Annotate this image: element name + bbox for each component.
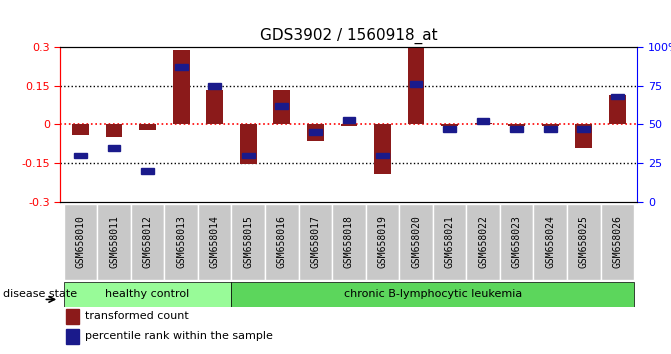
Bar [275, 103, 288, 109]
Text: disease state: disease state [3, 290, 77, 299]
Bar [332, 204, 366, 280]
Bar [307, 124, 323, 141]
Bar [611, 94, 623, 99]
Bar [141, 168, 154, 174]
Text: GSM658011: GSM658011 [109, 216, 119, 268]
Bar [174, 64, 187, 70]
Text: percentile rank within the sample: percentile rank within the sample [85, 331, 272, 341]
Bar [198, 204, 231, 280]
Bar [206, 90, 223, 124]
Bar [72, 124, 89, 135]
Bar [466, 204, 500, 280]
Bar [500, 204, 533, 280]
Bar [374, 124, 391, 173]
Title: GDS3902 / 1560918_at: GDS3902 / 1560918_at [260, 28, 437, 44]
Bar [66, 329, 79, 344]
Bar [131, 204, 164, 280]
Bar [601, 204, 634, 280]
Bar [441, 124, 458, 126]
Text: GSM658021: GSM658021 [445, 216, 454, 268]
Bar [577, 126, 590, 132]
Bar [172, 50, 189, 124]
Text: GSM658013: GSM658013 [176, 216, 186, 268]
Text: transformed count: transformed count [85, 311, 189, 321]
Bar [544, 126, 556, 132]
Bar [74, 153, 87, 158]
Text: GSM658022: GSM658022 [478, 216, 488, 268]
Bar [66, 309, 79, 324]
Text: GSM658015: GSM658015 [244, 216, 253, 268]
Text: GSM658023: GSM658023 [512, 216, 521, 268]
Bar [510, 126, 523, 132]
Bar [273, 90, 290, 124]
Bar [208, 83, 221, 88]
Bar [140, 124, 156, 130]
Bar [97, 204, 131, 280]
Bar [242, 153, 254, 158]
Bar [366, 204, 399, 280]
Text: GSM658024: GSM658024 [546, 216, 555, 268]
Bar [231, 282, 634, 307]
Text: GSM658018: GSM658018 [344, 216, 354, 268]
Bar [443, 126, 456, 132]
Bar [476, 119, 489, 124]
Bar [575, 124, 592, 148]
Bar [309, 129, 321, 135]
Bar [407, 48, 424, 124]
Bar [240, 124, 256, 165]
Bar [433, 204, 466, 280]
Bar [342, 117, 355, 122]
Text: GSM658017: GSM658017 [311, 216, 320, 268]
Bar [399, 204, 433, 280]
Text: GSM658016: GSM658016 [277, 216, 287, 268]
Bar [609, 95, 625, 124]
Bar [376, 153, 389, 158]
Bar [105, 124, 122, 137]
Bar [567, 204, 601, 280]
Text: GSM658012: GSM658012 [143, 216, 152, 268]
Text: GSM658020: GSM658020 [411, 216, 421, 268]
Text: GSM658026: GSM658026 [613, 216, 622, 268]
Bar [64, 204, 97, 280]
Text: GSM658014: GSM658014 [210, 216, 219, 268]
Bar [508, 124, 525, 126]
Bar [533, 204, 567, 280]
Bar [541, 124, 558, 126]
Bar [409, 81, 423, 87]
Text: GSM658019: GSM658019 [378, 216, 387, 268]
Text: healthy control: healthy control [105, 290, 190, 299]
Text: GSM658010: GSM658010 [76, 216, 85, 268]
Bar [299, 204, 332, 280]
Bar [164, 204, 198, 280]
Bar [64, 282, 231, 307]
Bar [231, 204, 265, 280]
Text: chronic B-lymphocytic leukemia: chronic B-lymphocytic leukemia [344, 290, 522, 299]
Bar [107, 145, 120, 150]
Bar [474, 123, 491, 124]
Text: GSM658025: GSM658025 [579, 216, 588, 268]
Bar [340, 124, 357, 126]
Bar [265, 204, 299, 280]
